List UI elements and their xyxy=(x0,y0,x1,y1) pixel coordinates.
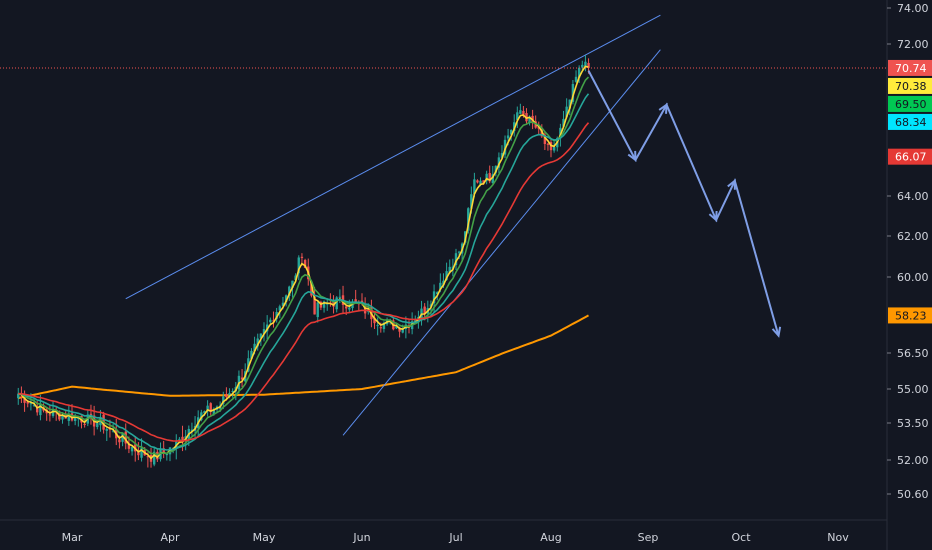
price-badge-label: 58.23 xyxy=(895,309,927,322)
ma-200-line xyxy=(18,314,589,400)
candle xyxy=(105,427,108,442)
upper-trendline[interactable] xyxy=(125,14,661,300)
y-tick-label: 72.00 xyxy=(897,38,929,51)
y-tick-label: 56.50 xyxy=(897,347,929,360)
candle xyxy=(546,142,550,151)
ma-fast-line xyxy=(18,65,589,460)
price-badge-label: 70.74 xyxy=(895,62,927,75)
candle xyxy=(491,165,494,184)
projection-arrowhead xyxy=(771,326,782,338)
candle xyxy=(17,387,20,405)
candle xyxy=(513,114,516,137)
y-tick-label: 52.00 xyxy=(897,454,929,467)
candle xyxy=(354,289,357,303)
candle xyxy=(256,333,259,351)
x-tick-label: Apr xyxy=(160,531,180,544)
lower-trendline[interactable] xyxy=(342,49,661,436)
ma-100-line xyxy=(18,122,590,442)
x-tick-label: Mar xyxy=(62,531,83,544)
candle xyxy=(206,400,209,417)
projection-arrowhead xyxy=(627,150,637,162)
candle xyxy=(313,286,316,315)
y-tick-label: 50.60 xyxy=(897,488,929,501)
x-tick-label: Oct xyxy=(731,531,751,544)
price-badge-label: 69.50 xyxy=(895,98,927,111)
ma-200-layer xyxy=(18,314,589,400)
candle xyxy=(121,432,124,447)
candle xyxy=(32,397,36,407)
projection-path[interactable] xyxy=(587,70,780,336)
candle xyxy=(326,298,329,311)
candle xyxy=(571,79,575,105)
candle xyxy=(152,446,156,467)
y-tick-label: 60.00 xyxy=(897,271,929,284)
price-badge: 70.74 xyxy=(888,59,932,76)
candle xyxy=(262,322,266,342)
candle xyxy=(552,141,556,153)
candle xyxy=(335,296,338,313)
ma-mid-line xyxy=(18,76,590,456)
price-badge: 68.34 xyxy=(888,113,932,130)
candle xyxy=(272,311,275,328)
projection-arrowhead xyxy=(708,210,718,223)
price-badge-label: 70.38 xyxy=(895,80,927,93)
candle xyxy=(519,103,522,115)
candle xyxy=(584,55,587,72)
candle xyxy=(61,412,64,424)
candle xyxy=(200,409,203,422)
price-badge: 69.50 xyxy=(888,95,932,112)
projection-layer xyxy=(587,70,782,338)
ma-slow-line xyxy=(18,93,590,451)
candle xyxy=(190,422,194,436)
candle xyxy=(39,394,42,421)
projection-arrowhead xyxy=(727,178,736,190)
y-tick-label: 55.00 xyxy=(897,383,929,396)
projection-arrowhead xyxy=(658,102,668,114)
candle xyxy=(275,307,278,323)
price-badge: 70.38 xyxy=(888,77,932,94)
moving-averages-layer xyxy=(18,65,590,460)
candle xyxy=(476,179,479,184)
y-tick-label: 64.00 xyxy=(897,190,929,203)
candle xyxy=(503,135,507,159)
x-tick-label: May xyxy=(253,531,276,544)
candle xyxy=(485,170,488,185)
candle xyxy=(165,454,169,461)
candle xyxy=(338,289,342,304)
candle xyxy=(130,445,134,456)
candle xyxy=(574,70,578,83)
x-axis[interactable]: Mar Apr May Jun Jul Aug Sep Oct Nov xyxy=(62,531,850,544)
x-tick-label: Nov xyxy=(827,531,849,544)
price-badge-label: 66.07 xyxy=(895,151,927,164)
x-tick-label: Sep xyxy=(638,531,659,544)
candle xyxy=(467,207,470,234)
candle xyxy=(111,424,115,433)
y-tick-label: 62.00 xyxy=(897,230,929,243)
candle xyxy=(516,106,519,128)
price-badge-label: 68.34 xyxy=(895,116,927,129)
x-tick-label: Jun xyxy=(352,531,370,544)
candles-layer xyxy=(17,55,590,468)
candle xyxy=(240,369,244,387)
candle xyxy=(178,437,181,440)
candle xyxy=(316,300,319,323)
x-tick-label: Aug xyxy=(540,531,561,544)
candle xyxy=(376,317,379,336)
y-axis[interactable]: 50.60 52.00 53.50 55.00 56.50 60.00 62.00 64.00… xyxy=(887,2,929,501)
y-tick-label: 53.50 xyxy=(897,417,929,430)
trendline-layer xyxy=(125,14,661,436)
candle xyxy=(96,422,99,430)
price-badge: 66.07 xyxy=(888,148,932,165)
y-tick-label: 74.00 xyxy=(897,2,929,15)
x-tick-label: Jul xyxy=(448,531,462,544)
candle xyxy=(89,404,93,425)
candle xyxy=(26,401,29,408)
price-badges: 70.74 70.38 69.50 68.34 66.07 58.23 xyxy=(888,59,932,324)
candle xyxy=(454,248,458,270)
price-badge: 58.23 xyxy=(888,307,932,324)
candle xyxy=(209,402,212,416)
